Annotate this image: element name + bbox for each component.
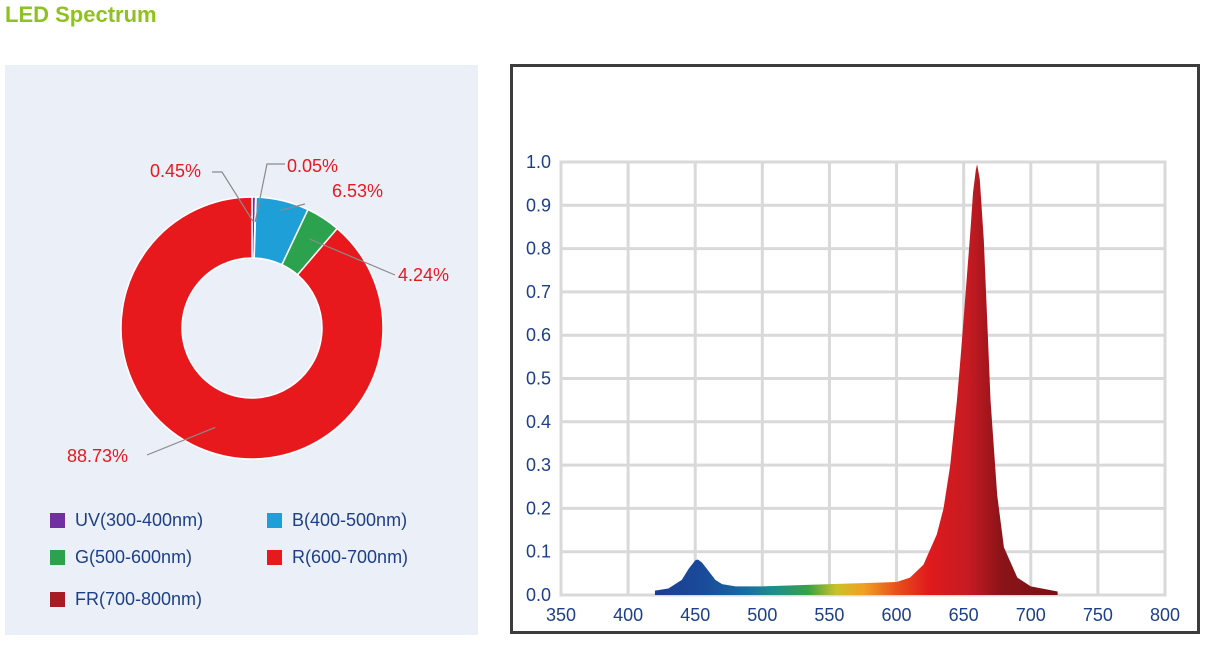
- legend-swatch: [50, 513, 65, 528]
- y-tick-label: 0.5: [526, 369, 551, 389]
- legend-label: R(600-700nm): [292, 547, 409, 567]
- legend-swatch: [50, 592, 65, 607]
- y-tick-label: 0.7: [526, 282, 551, 302]
- donut-slice: [120, 196, 384, 460]
- legend-swatch: [50, 550, 65, 565]
- legend-item: B(400-500nm): [267, 510, 407, 531]
- x-tick-label: 550: [814, 605, 844, 625]
- y-tick-label: 0.2: [526, 498, 551, 518]
- x-tick-label: 650: [949, 605, 979, 625]
- x-tick-label: 600: [882, 605, 912, 625]
- legend-label: FR(700-800nm): [75, 589, 203, 609]
- spectrum-chart: 350 400 450 500 550 600 650 700 750 800 0.0 0.1 0.2 0…: [526, 152, 1180, 625]
- y-tick-label: 0.8: [526, 239, 551, 259]
- x-tick-label: 700: [1016, 605, 1046, 625]
- leader-line: [254, 163, 285, 223]
- legend-item: UV(300-400nm): [50, 510, 203, 531]
- x-tick-label: 400: [613, 605, 643, 625]
- slice-value-label: 4.24%: [398, 265, 449, 285]
- legend-swatch: [267, 513, 282, 528]
- x-tick-label: 750: [1083, 605, 1113, 625]
- y-tick-label: 0.4: [526, 412, 551, 432]
- x-tick-label: 450: [680, 605, 710, 625]
- spectrum-panel: 350 400 450 500 550 600 650 700 750 800 0.0 0.1 0.2 0…: [510, 64, 1200, 634]
- leader-line: [212, 171, 255, 223]
- leader-line: [309, 238, 396, 276]
- leader-line: [146, 426, 216, 456]
- x-tick-label: 350: [546, 605, 576, 625]
- page-title: LED Spectrum: [5, 2, 157, 27]
- y-tick-label: 1.0: [526, 152, 551, 172]
- slice-value-label: 0.05%: [287, 156, 338, 176]
- y-tick-label: 0.3: [526, 455, 551, 475]
- slice-value-label: 88.73%: [67, 446, 128, 466]
- slice-value-label: 0.45%: [150, 161, 201, 181]
- legend-label: B(400-500nm): [292, 510, 408, 530]
- x-tick-label: 500: [747, 605, 777, 625]
- y-tick-label: 0.6: [526, 325, 551, 345]
- composition-panel: 0.45% 6.53% 4.24% 88.73% 0.05% UV(300-400nm)…: [5, 65, 478, 635]
- leader-line: [280, 203, 306, 211]
- donut-chart: 0.45% 6.53% 4.24% 88.73% 0.05%: [67, 156, 449, 466]
- legend-item: G(500-600nm): [50, 547, 192, 568]
- spectrum-area: [654, 164, 1058, 595]
- legend-item: FR(700-800nm): [50, 589, 202, 610]
- legend-label: G(500-600nm): [75, 547, 193, 567]
- y-tick-label: 0.9: [526, 195, 551, 215]
- y-tick-label: 0.0: [526, 585, 551, 605]
- legend-label: UV(300-400nm): [75, 510, 204, 530]
- donut-legend: UV(300-400nm) B(400-500nm) G(500-600nm) R(6…: [5, 65, 478, 635]
- legend-swatch: [267, 550, 282, 565]
- slice-value-label: 6.53%: [332, 181, 383, 201]
- x-tick-label: 800: [1150, 605, 1180, 625]
- legend-item: R(600-700nm): [267, 547, 408, 568]
- y-tick-label: 0.1: [526, 542, 551, 562]
